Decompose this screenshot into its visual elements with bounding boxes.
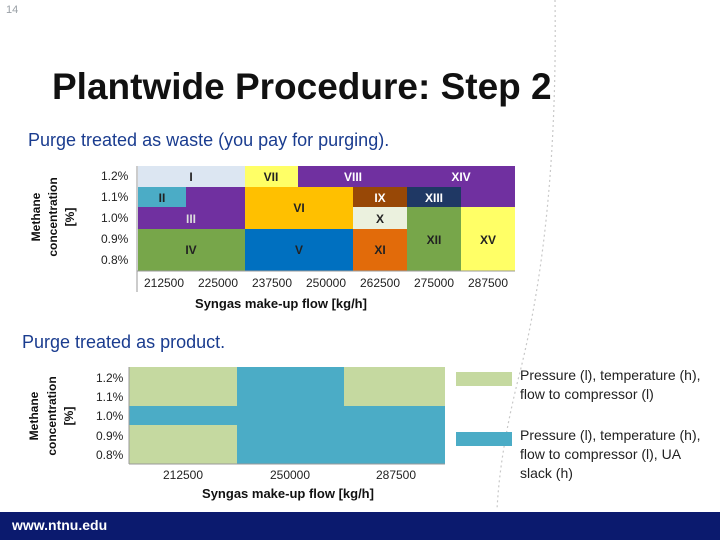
chart2-xtick: 250000	[270, 468, 310, 482]
footer-bar	[0, 512, 720, 540]
region-label: XI	[374, 243, 385, 257]
subtitle-waste: Purge treated as waste (you pay for purg…	[28, 130, 390, 150]
region-XII	[407, 229, 461, 271]
region-label: II	[159, 191, 166, 205]
region-XIII	[407, 187, 461, 207]
chart1-xlabel: Syngas make-up flow [kg/h]	[195, 296, 367, 311]
region-label: IX	[374, 191, 385, 205]
region-III	[138, 207, 245, 229]
chart1-ytick: 1.0%	[101, 211, 129, 225]
region-XI	[353, 229, 407, 271]
region-XIII-lower	[407, 207, 461, 229]
region-VIII	[298, 166, 407, 187]
region-label: XII	[427, 233, 442, 247]
region-label: IV	[185, 243, 196, 257]
region-I	[138, 166, 245, 187]
chart1-ytick: 1.2%	[101, 169, 129, 183]
region-VI	[245, 187, 353, 229]
chart2-xtick: 212500	[163, 468, 203, 482]
chart2-ytick: 1.1%	[96, 390, 124, 404]
chart1-xtick: 237500	[252, 276, 292, 290]
chart1-xtick: 275000	[414, 276, 454, 290]
region-map-chart: Methane concentration [%] 1.2% 1.1% 1.0%…	[29, 166, 515, 311]
chart1-ylabel-line3: [%]	[63, 208, 77, 227]
chart1-xtick: 250000	[306, 276, 346, 290]
chart2-ytick: 0.9%	[96, 429, 124, 443]
chart1-ytick: 0.9%	[101, 232, 129, 246]
region-label: XIII	[425, 191, 443, 205]
chart2-region-teal-row	[129, 406, 445, 425]
region-IX	[353, 187, 407, 207]
chart2-ylabel-line1: Methane	[27, 391, 41, 440]
region-XV	[461, 207, 515, 271]
chart1-ytick: 0.8%	[101, 253, 129, 267]
region-label: VI	[293, 201, 304, 215]
chart1-ylabel-line1: Methane	[29, 192, 43, 241]
slide-number: 14	[6, 4, 19, 16]
slide-title: Plantwide Procedure: Step 2	[52, 66, 552, 107]
chart1-ylabel-line2: concentration	[46, 177, 60, 256]
region-XIV	[407, 166, 515, 187]
chart2-region-teal-right	[344, 425, 445, 464]
subtitle-product: Purge treated as product.	[22, 332, 226, 352]
legend-text-green: Pressure (l), temperature (h), flow to c…	[520, 367, 701, 402]
chart1-xtick: 287500	[468, 276, 508, 290]
region-label: V	[295, 243, 303, 257]
region-label: I	[189, 170, 192, 184]
region-III-upper	[186, 187, 245, 207]
chart2-ytick: 0.8%	[96, 448, 124, 462]
region-label: X	[376, 212, 384, 226]
chart2-ytick: 1.2%	[96, 371, 124, 385]
region-label: VIII	[344, 170, 362, 184]
chart2-xlabel: Syngas make-up flow [kg/h]	[202, 486, 374, 501]
chart1-xtick: 225000	[198, 276, 238, 290]
chart2-ylabel-line2: concentration	[45, 376, 59, 455]
region-II	[138, 187, 186, 207]
footer-url[interactable]: www.ntnu.edu	[12, 517, 108, 533]
chart2-ytick: 1.0%	[96, 409, 124, 423]
chart1-xtick: 212500	[144, 276, 184, 290]
chart1-xtick: 262500	[360, 276, 400, 290]
region-XIV-right	[461, 187, 515, 207]
region-IV	[138, 229, 245, 271]
region-label: VII	[264, 170, 279, 184]
region-label: XIV	[451, 170, 470, 184]
region-label: III	[186, 212, 196, 226]
product-region-chart: Methane concentration [%] 1.2% 1.1% 1.0%…	[27, 367, 445, 501]
region-label: XV	[480, 233, 496, 247]
region-V	[245, 229, 353, 271]
chart1-ytick: 1.1%	[101, 190, 129, 204]
chart2-ylabel-line3: [%]	[62, 407, 76, 426]
legend-text-teal: Pressure (l), temperature (h), flow to c…	[520, 427, 701, 481]
region-X	[353, 207, 407, 229]
chart2-xtick: 287500	[376, 468, 416, 482]
region-VII	[245, 166, 298, 187]
legend-swatch-green	[456, 372, 512, 386]
legend-swatch-teal	[456, 432, 512, 446]
